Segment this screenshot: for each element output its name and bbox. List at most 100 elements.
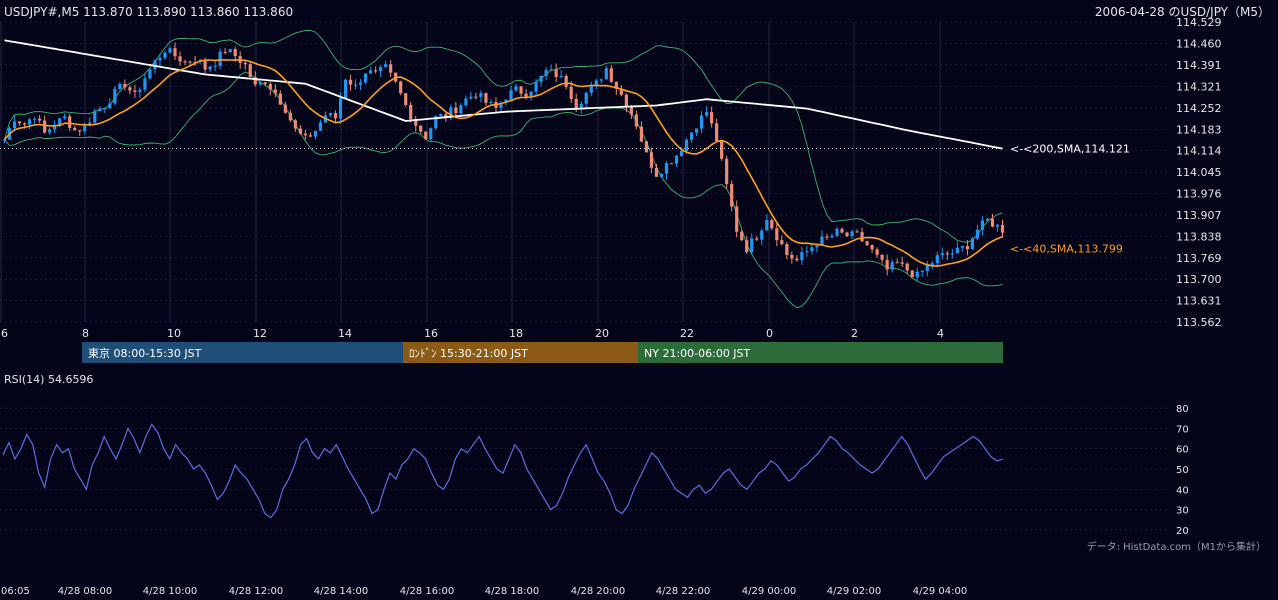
time-axis: 06:05 4/28 08:00 4/28 10:00 4/28 12:00 4/28 … xyxy=(1,586,967,597)
candle-body xyxy=(950,253,954,255)
candle-body xyxy=(113,88,117,104)
candle-body xyxy=(860,232,864,242)
price-y-tick: 114.252 xyxy=(1176,102,1222,115)
candle-body xyxy=(63,116,67,119)
candle-body xyxy=(960,246,964,248)
candle-body xyxy=(283,104,287,113)
candle-body xyxy=(218,51,222,66)
price-x-tick: 16 xyxy=(424,327,438,340)
candle-body xyxy=(885,259,889,270)
price-y-tick: 114.114 xyxy=(1176,145,1222,158)
candle-body xyxy=(569,86,573,99)
price-y-tick: 113.769 xyxy=(1176,252,1222,265)
candle-body xyxy=(694,128,699,133)
candle-body xyxy=(845,232,849,237)
candle-body xyxy=(654,167,659,177)
rsi-y-tick: 40 xyxy=(1176,485,1189,496)
candle-body xyxy=(629,106,633,115)
time-tick: 4/28 08:00 xyxy=(58,586,112,597)
candle-body xyxy=(389,64,393,73)
candle-body xyxy=(509,90,513,100)
candle-body xyxy=(318,122,323,131)
candle-body xyxy=(679,150,684,156)
candle-body xyxy=(363,73,368,83)
candle-body xyxy=(203,61,207,70)
candle-body xyxy=(1000,224,1005,233)
candle-body xyxy=(213,65,217,67)
candle-body xyxy=(419,125,423,132)
candle-body xyxy=(825,236,829,238)
candle-body xyxy=(710,112,714,124)
candle-body xyxy=(740,231,744,241)
price-x-axis: 6 8 10 12 14 16 18 20 22 0 2 4 xyxy=(1,327,944,340)
candle-body xyxy=(424,131,428,140)
time-tick: 4/28 10:00 xyxy=(143,586,197,597)
candle-body xyxy=(519,86,523,94)
candle-body xyxy=(604,68,608,80)
session-bar xyxy=(403,342,638,363)
candle-body xyxy=(158,57,162,61)
candle-body xyxy=(504,99,508,103)
candle-body xyxy=(128,87,132,91)
candle-body xyxy=(489,101,493,103)
sma200-line xyxy=(4,39,1003,150)
candle-body xyxy=(634,114,638,127)
candle-body xyxy=(589,85,593,93)
candle-body xyxy=(2,139,7,141)
candle-body xyxy=(705,112,709,116)
candle-body xyxy=(835,228,839,236)
candle-body xyxy=(850,231,854,237)
time-tick: 4/28 14:00 xyxy=(314,586,368,597)
session-bars: 東京 08:00-15:30 JST ﾛﾝﾄﾞﾝ 15:30-21:00 JST N… xyxy=(82,342,1003,363)
candle-body xyxy=(484,93,488,103)
candle-body xyxy=(178,56,182,62)
candle-body xyxy=(233,49,237,57)
candle-body xyxy=(348,79,353,85)
price-y-tick: 113.838 xyxy=(1176,230,1222,243)
candle-body xyxy=(624,94,628,107)
candle-body xyxy=(925,265,929,271)
bollinger-upper xyxy=(4,29,1003,243)
candle-body xyxy=(338,98,343,119)
rsi-y-tick: 70 xyxy=(1176,424,1189,435)
candle-body xyxy=(479,93,483,97)
price-x-tick: 10 xyxy=(167,327,181,340)
candle-body xyxy=(123,84,127,88)
candle-body xyxy=(168,48,172,53)
candle-body xyxy=(544,69,548,76)
candle-body xyxy=(98,108,102,112)
rsi-path xyxy=(2,423,1004,519)
price-x-tick: 2 xyxy=(851,327,858,340)
candle-body xyxy=(689,132,694,140)
candle-body xyxy=(133,90,137,92)
candle-body xyxy=(449,107,453,117)
candle-body xyxy=(464,98,468,106)
candle-body xyxy=(469,96,473,99)
candle-body xyxy=(970,238,975,250)
candle-body xyxy=(614,81,618,89)
time-tick: 4/28 22:00 xyxy=(656,586,710,597)
candle-body xyxy=(735,206,739,232)
candle-body xyxy=(730,184,734,207)
candle-body xyxy=(188,61,192,63)
sma-lines xyxy=(3,39,1003,267)
candle-body xyxy=(459,105,463,114)
price-x-tick: 20 xyxy=(595,327,609,340)
candle-body xyxy=(474,96,478,98)
sma200-label: <-<200,SMA,114.121 xyxy=(1010,143,1130,156)
candle-body xyxy=(12,121,17,129)
candle-body xyxy=(915,271,919,277)
price-x-tick: 6 xyxy=(1,327,8,340)
candle-body xyxy=(53,126,57,130)
candle-body xyxy=(108,103,112,109)
candle-body xyxy=(840,228,844,233)
session-label: ﾛﾝﾄﾞﾝ 15:30-21:00 JST xyxy=(409,347,528,360)
candle-body xyxy=(358,82,363,85)
candle-body xyxy=(27,119,32,125)
price-y-tick: 113.631 xyxy=(1176,295,1222,308)
candle-body xyxy=(985,218,990,221)
candle-body xyxy=(945,253,949,255)
candle-body xyxy=(444,114,448,117)
sma40-label: <-<40,SMA,113.799 xyxy=(1010,242,1123,255)
